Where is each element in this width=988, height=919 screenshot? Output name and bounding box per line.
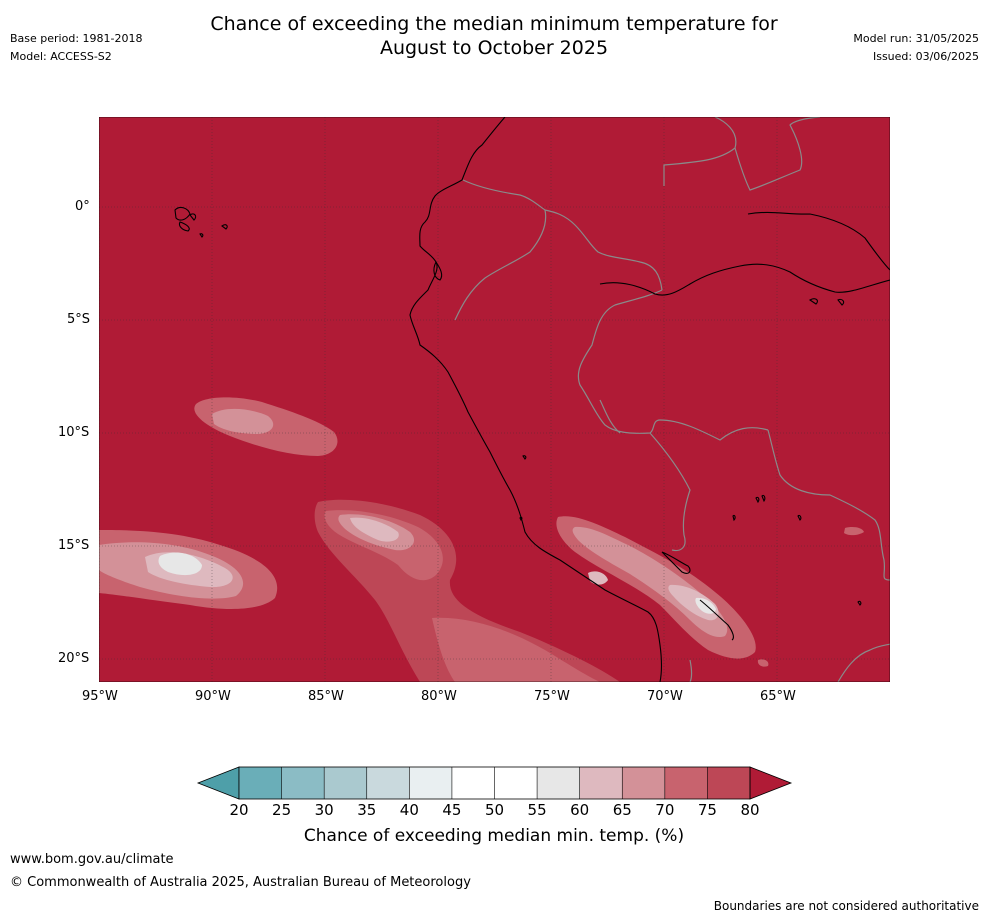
- map-panel: [99, 117, 890, 682]
- lat-label-20s: 20°S: [58, 651, 90, 666]
- colorbar-tick-label: 55: [527, 801, 547, 819]
- coastline: [174, 117, 890, 682]
- colorbar-segment: [579, 767, 623, 799]
- colorbar-tick-label: 80: [740, 801, 760, 819]
- colorbar-tick-label: 75: [697, 801, 717, 819]
- colorbar-tick-label: 50: [484, 801, 505, 819]
- colorbar-tick-label: 20: [229, 801, 249, 819]
- lon-label-85w: 85°W: [308, 689, 344, 704]
- colorbar-tick-label: 35: [357, 801, 377, 819]
- colorbar-segment: [451, 767, 495, 799]
- colorbar-tick-label: 25: [272, 801, 292, 819]
- map-title: Chance of exceeding the median minimum t…: [0, 12, 988, 60]
- colorbar-segment: [494, 767, 538, 799]
- lon-label-80w: 80°W: [421, 689, 457, 704]
- colorbar-segment: [622, 767, 665, 799]
- colorbar-segment: [366, 767, 410, 799]
- lon-label-65w: 65°W: [760, 689, 796, 704]
- country-borders: [454, 117, 890, 682]
- contour-area-north: [194, 397, 338, 456]
- colorbar-segment: [537, 767, 580, 799]
- footer-url: www.bom.gov.au/climate: [10, 852, 174, 867]
- colorbar-tick-label: 60: [570, 801, 590, 819]
- colorbar-tick-label: 65: [612, 801, 632, 819]
- model-text: Model: ACCESS-S2: [10, 50, 112, 63]
- colorbar-tick-label: 30: [314, 801, 334, 819]
- colorbar-label: Chance of exceeding median min. temp. (%…: [303, 826, 685, 846]
- colorbar-extend-low: [196, 766, 240, 800]
- colorbar-segment: [324, 767, 367, 799]
- lat-label-5s: 5°S: [67, 312, 91, 327]
- lon-label-95w: 95°W: [82, 689, 118, 704]
- footer-disclaimer: Boundaries are not considered authoritat…: [713, 899, 979, 913]
- colorbar-tick-label: 70: [655, 801, 675, 819]
- lat-label-10s: 10°S: [58, 425, 90, 440]
- colorbar-segment: [239, 767, 282, 799]
- lon-label-75w: 75°W: [534, 689, 570, 704]
- lat-label-15s: 15°S: [58, 538, 90, 553]
- colorbar: [196, 766, 793, 800]
- contour-area-east: [556, 516, 864, 667]
- lon-label-90w: 90°W: [195, 689, 231, 704]
- contour-area-west: [99, 530, 278, 610]
- colorbar-segment: [707, 767, 750, 799]
- lon-label-70w: 70°W: [647, 689, 683, 704]
- lat-label-0: 0°: [75, 199, 90, 214]
- issued-text: Issued: 03/06/2025: [872, 50, 979, 63]
- base-period-text: Base period: 1981-2018: [10, 32, 143, 45]
- graticule: [99, 117, 890, 682]
- colorbar-segment: [409, 767, 452, 799]
- colorbar-tick-label: 40: [399, 801, 419, 819]
- title-line-1: Chance of exceeding the median minimum t…: [210, 13, 778, 35]
- contour-area-central: [314, 499, 620, 682]
- title-line-2: August to October 2025: [379, 37, 609, 59]
- footer-copyright: © Commonwealth of Australia 2025, Austra…: [10, 875, 471, 890]
- colorbar-segment: [664, 767, 708, 799]
- model-run-text: Model run: 31/05/2025: [853, 32, 979, 45]
- colorbar-extend-high: [749, 766, 793, 800]
- colorbar-tick-label: 45: [442, 801, 462, 819]
- colorbar-segment: [281, 767, 325, 799]
